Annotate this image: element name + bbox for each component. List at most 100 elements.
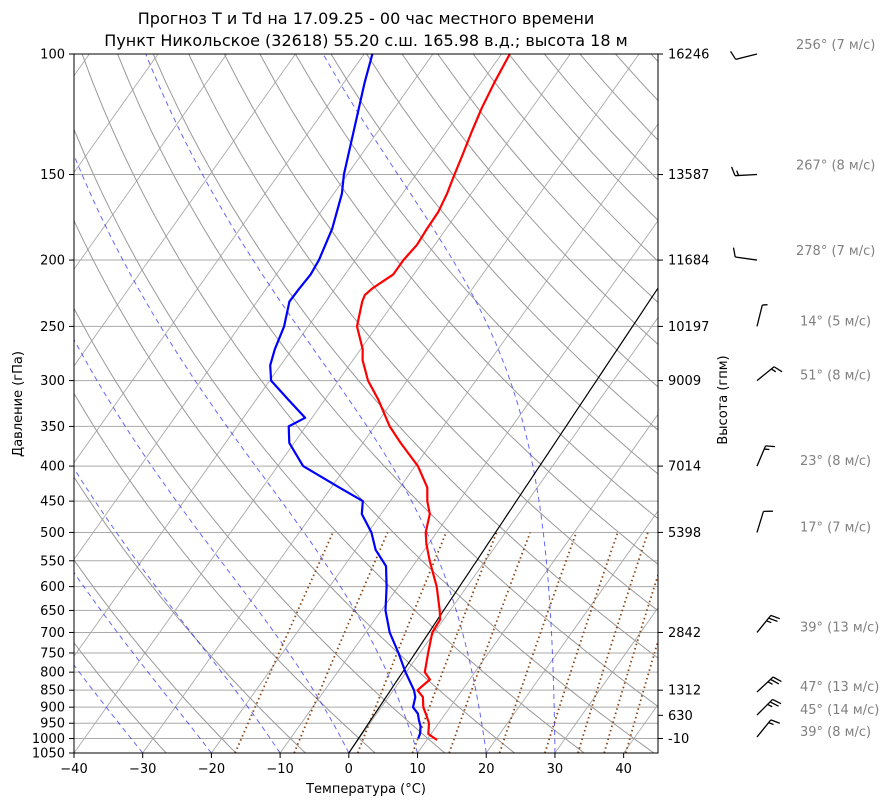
isotherm-line xyxy=(74,54,434,561)
reference-line xyxy=(348,287,658,753)
x-tick-label: −30 xyxy=(129,762,156,777)
wind-barb-staff xyxy=(756,304,763,327)
dry-adiabat-line xyxy=(330,54,658,431)
wind-barb-feather xyxy=(772,676,782,683)
dry-adiabat-line xyxy=(152,54,658,659)
wind-barb-staff xyxy=(734,173,758,177)
y-tick-label: 950 xyxy=(40,717,65,732)
wind-barb xyxy=(730,50,758,60)
y-tick-label: 700 xyxy=(40,626,65,641)
profile-lines xyxy=(269,54,511,741)
moist-adiabat-line xyxy=(74,153,418,753)
y-tick-label: 750 xyxy=(40,646,65,661)
height-tick-label: 2842 xyxy=(668,626,701,641)
moist-adiabat-lines xyxy=(74,54,556,753)
dry-adiabat-line xyxy=(74,127,585,753)
lcl-line xyxy=(348,287,658,753)
wind-barb xyxy=(756,698,782,716)
wind-barb-staff xyxy=(735,53,758,60)
mixing-ratio-line xyxy=(544,532,619,753)
wind-barb-staff xyxy=(756,366,775,382)
dry-adiabat-line xyxy=(188,54,658,612)
moist-adiabat-line xyxy=(145,54,487,753)
wind-barb-half-feather xyxy=(771,368,777,373)
wind-label: 267° (8 м/с) xyxy=(796,159,875,174)
wind-barb-staff xyxy=(756,511,765,533)
mixing-ratio-line xyxy=(577,532,649,753)
x-axis-label: Температура (°C) xyxy=(305,782,426,797)
isotherm-line xyxy=(554,607,658,753)
y-tick-label: 550 xyxy=(40,554,65,569)
y-tick-label: 200 xyxy=(40,254,65,269)
isotherm-line xyxy=(485,510,658,753)
dry-adiabat-line xyxy=(259,54,658,520)
height-axis-ticks: 16246 13587 11684 10197 9009 7014 5398 2842 1312… xyxy=(658,48,709,747)
dry-adiabat-lines xyxy=(74,54,658,753)
isotherm-line xyxy=(74,54,571,753)
wind-label: 45° (14 м/с) xyxy=(800,703,879,718)
wind-barb-feather xyxy=(768,617,778,623)
isotherm-line xyxy=(74,54,296,367)
y-tick-label: 650 xyxy=(40,604,65,619)
wind-label: 23° (8 м/с) xyxy=(800,454,871,469)
dry-adiabat-line xyxy=(81,54,655,753)
dry-adiabat-line xyxy=(401,54,658,346)
dewpoint-profile-line xyxy=(269,54,422,739)
temperature-profile-line xyxy=(355,54,511,741)
moist-adiabat-line xyxy=(74,571,212,753)
wind-label: 47° (13 м/с) xyxy=(800,680,879,695)
wind-barb-half-feather xyxy=(766,620,772,624)
wind-barb xyxy=(732,247,758,261)
moist-adiabat-line xyxy=(322,54,556,753)
wind-barb-staff xyxy=(756,614,772,633)
wind-label: 14° (5 м/с) xyxy=(800,314,871,329)
y-tick-label: 150 xyxy=(40,168,65,183)
y-tick-label: 900 xyxy=(40,701,65,716)
dry-adiabat-line xyxy=(74,392,376,753)
wind-barb-staff xyxy=(735,256,758,261)
wind-barb-feather xyxy=(773,366,783,373)
plot-frame xyxy=(73,53,659,754)
wind-barb-half-feather xyxy=(768,722,774,726)
wind-barb-staff xyxy=(756,698,774,716)
wind-label: 39° (8 м/с) xyxy=(800,725,871,740)
isotherm-line xyxy=(74,54,228,270)
isotherm-line xyxy=(142,54,640,753)
wind-barb-feather xyxy=(732,247,736,258)
x-tick-label: 40 xyxy=(615,762,632,777)
wind-barb-staff xyxy=(756,719,772,738)
y-tick-label: 450 xyxy=(40,495,65,510)
wind-barb xyxy=(756,614,780,633)
y-tick-label: 400 xyxy=(40,460,65,475)
isotherm-line xyxy=(417,413,658,753)
y-tick-label: 350 xyxy=(40,420,65,435)
wind-barb xyxy=(756,676,782,693)
background-lines xyxy=(74,54,658,753)
dry-adiabat-line xyxy=(74,641,167,753)
dry-adiabat-line xyxy=(74,307,446,753)
wind-barb-half-feather xyxy=(767,681,773,685)
x-tick-label: −20 xyxy=(198,762,225,777)
wind-barb-feather xyxy=(772,698,782,705)
wind-barbs: 256° (7 м/с) 267° (8 м/с) 278° (7 м/с) 14° … xyxy=(730,38,879,740)
wind-barb-feather xyxy=(769,701,779,707)
wind-barb-staff xyxy=(756,445,767,467)
y-tick-label: 300 xyxy=(40,374,65,389)
mixing-ratio-line xyxy=(603,572,658,753)
isotherm-line xyxy=(211,123,658,753)
wind-barb-feather xyxy=(770,678,780,685)
height-tick-label: 1312 xyxy=(668,684,701,699)
isotherm-line xyxy=(74,54,159,174)
x-tick-label: −40 xyxy=(60,762,87,777)
y-tick-label: 850 xyxy=(40,684,65,699)
isotherm-line xyxy=(74,54,365,464)
wind-label: 51° (8 м/с) xyxy=(800,369,871,384)
height-tick-label: 5398 xyxy=(668,526,701,541)
wind-barb-half-feather xyxy=(736,170,740,176)
moist-adiabat-line xyxy=(74,338,350,753)
mixing-ratio-line xyxy=(293,532,389,753)
height-tick-label: -10 xyxy=(668,732,689,747)
